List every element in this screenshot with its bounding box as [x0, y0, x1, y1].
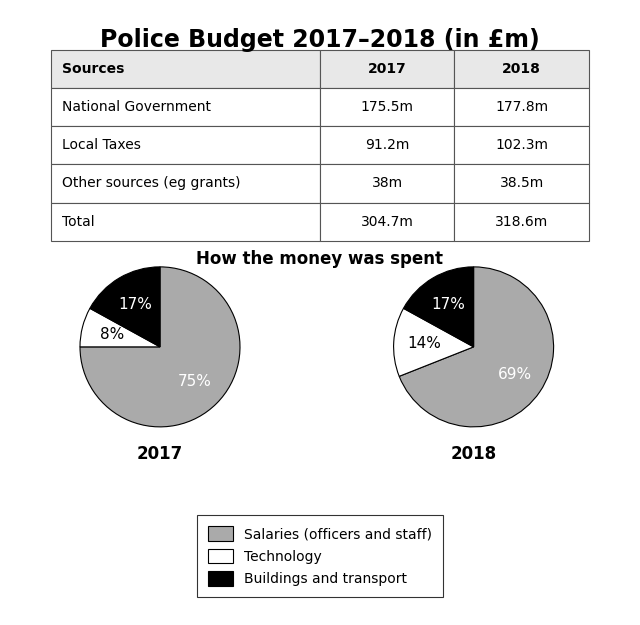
Wedge shape: [399, 267, 554, 427]
Text: 17%: 17%: [431, 297, 465, 312]
Text: 69%: 69%: [497, 368, 532, 382]
Wedge shape: [403, 267, 474, 347]
Wedge shape: [90, 267, 160, 347]
Text: 8%: 8%: [100, 327, 124, 342]
Text: 17%: 17%: [118, 297, 152, 312]
Text: Police Budget 2017–2018 (in £m): Police Budget 2017–2018 (in £m): [100, 28, 540, 52]
Legend: Salaries (officers and staff), Technology, Buildings and transport: Salaries (officers and staff), Technolog…: [197, 515, 443, 598]
Text: 75%: 75%: [178, 374, 212, 389]
Text: 2017: 2017: [137, 445, 183, 463]
Wedge shape: [394, 308, 474, 376]
Text: 2018: 2018: [451, 445, 497, 463]
Text: How the money was spent: How the money was spent: [196, 250, 444, 268]
Wedge shape: [80, 267, 240, 427]
Text: 14%: 14%: [407, 336, 441, 351]
Wedge shape: [80, 308, 160, 347]
